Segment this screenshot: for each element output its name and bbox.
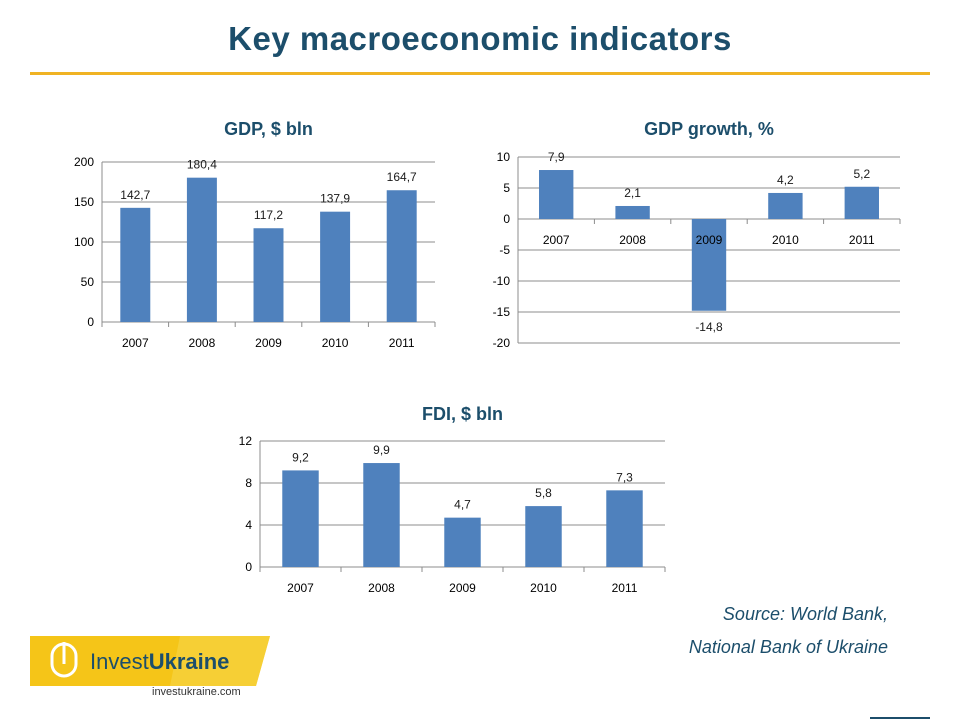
growth-xtick-label: 2007 bbox=[543, 233, 570, 247]
corner-divider bbox=[870, 717, 930, 719]
svg-text:InvestUkraine: InvestUkraine bbox=[90, 649, 229, 674]
gdp-bar bbox=[386, 190, 417, 322]
gdp-data-label: 164,7 bbox=[387, 170, 417, 184]
gdp-chart: GDP, $ bln 0 50 100 150 200 142,7 2007 180,4 2008… bbox=[74, 119, 436, 350]
gdp-xtick-label: 2008 bbox=[189, 336, 216, 350]
gdp-growth-chart: GDP growth, % -20 -15 -10 -5 0 5 10 7,9 2007 2,1 20… bbox=[493, 119, 901, 350]
gdp-bar bbox=[186, 177, 217, 322]
gdp-ytick-label: 100 bbox=[74, 235, 94, 249]
growth-data-label: 5,2 bbox=[853, 167, 870, 181]
growth-xtick-label: 2011 bbox=[849, 233, 875, 247]
fdi-ytick-label: 0 bbox=[245, 560, 252, 574]
gdp-xtick-label: 2010 bbox=[322, 336, 349, 350]
fdi-bar bbox=[606, 490, 643, 567]
growth-ytick-label: 10 bbox=[497, 150, 511, 164]
fdi-data-label: 7,3 bbox=[616, 470, 633, 484]
gdp-ytick-label: 0 bbox=[87, 315, 94, 329]
growth-bar bbox=[615, 205, 650, 219]
logo-text-invest: Invest bbox=[90, 649, 149, 674]
gdp-ytick-label: 200 bbox=[74, 155, 94, 169]
growth-xtick-label: 2009 bbox=[696, 233, 723, 247]
growth-data-label: 7,9 bbox=[548, 150, 565, 164]
logo-text-ukraine: Ukraine bbox=[149, 649, 230, 674]
fdi-ytick-label: 12 bbox=[239, 434, 253, 448]
gdp-ytick-label: 150 bbox=[74, 195, 94, 209]
growth-data-label: 2,1 bbox=[624, 186, 641, 200]
gdp-xtick-label: 2011 bbox=[389, 336, 415, 350]
fdi-xtick-label: 2008 bbox=[368, 581, 395, 595]
fdi-xtick-label: 2009 bbox=[449, 581, 476, 595]
growth-data-label: 4,2 bbox=[777, 173, 794, 187]
fdi-data-label: 4,7 bbox=[454, 498, 471, 512]
fdi-bar bbox=[525, 506, 562, 567]
u-shield-icon bbox=[50, 642, 78, 678]
page-title: Key macroeconomic indicators bbox=[228, 20, 732, 57]
fdi-bar bbox=[363, 463, 400, 567]
growth-ytick-label: -20 bbox=[493, 336, 511, 350]
growth-data-label: -14,8 bbox=[695, 320, 723, 334]
source-line-1: Source: World Bank, bbox=[722, 604, 888, 624]
fdi-chart-title: FDI, $ bln bbox=[422, 404, 503, 424]
fdi-chart: FDI, $ bln 0 4 8 12 9,2 2007 9,9 2008 4,7 2009 5,8 2… bbox=[239, 404, 666, 595]
source-line-2: National Bank of Ukraine bbox=[688, 637, 888, 657]
gdp-data-label: 142,7 bbox=[120, 188, 150, 202]
growth-chart-title: GDP growth, % bbox=[644, 119, 774, 139]
growth-bar bbox=[844, 186, 879, 219]
growth-ytick-label: 5 bbox=[503, 181, 510, 195]
growth-xtick-label: 2010 bbox=[772, 233, 799, 247]
growth-bar bbox=[691, 219, 727, 311]
fdi-bar bbox=[444, 517, 481, 567]
gdp-bar bbox=[253, 228, 284, 322]
growth-xtick-label: 2008 bbox=[619, 233, 646, 247]
gdp-data-label: 137,9 bbox=[320, 192, 350, 206]
growth-ytick-label: -15 bbox=[493, 305, 511, 319]
growth-bar bbox=[768, 192, 803, 219]
fdi-data-label: 9,2 bbox=[292, 450, 309, 464]
gdp-xtick-label: 2009 bbox=[255, 336, 282, 350]
fdi-xtick-label: 2011 bbox=[612, 581, 638, 595]
fdi-bar bbox=[282, 470, 319, 567]
fdi-ytick-label: 4 bbox=[245, 518, 252, 532]
fdi-data-label: 5,8 bbox=[535, 486, 552, 500]
gdp-ytick-label: 50 bbox=[81, 275, 95, 289]
title-divider bbox=[30, 72, 930, 75]
gdp-chart-title: GDP, $ bln bbox=[224, 119, 313, 139]
gdp-data-label: 117,2 bbox=[254, 208, 283, 222]
growth-bar bbox=[539, 170, 574, 219]
growth-ytick-label: -10 bbox=[493, 274, 511, 288]
gdp-xtick-label: 2007 bbox=[122, 336, 149, 350]
gdp-bar bbox=[120, 207, 151, 322]
growth-ytick-label: -5 bbox=[499, 243, 510, 257]
logo-url: investukraine.com bbox=[152, 686, 241, 698]
fdi-xtick-label: 2010 bbox=[530, 581, 557, 595]
fdi-xtick-label: 2007 bbox=[287, 581, 314, 595]
investukraine-logo: InvestUkraine bbox=[30, 636, 270, 686]
growth-ytick-label: 0 bbox=[503, 212, 510, 226]
fdi-ytick-label: 8 bbox=[245, 476, 252, 490]
fdi-data-label: 9,9 bbox=[373, 443, 390, 457]
gdp-bar bbox=[320, 211, 351, 322]
gdp-data-label: 180,4 bbox=[187, 158, 217, 172]
